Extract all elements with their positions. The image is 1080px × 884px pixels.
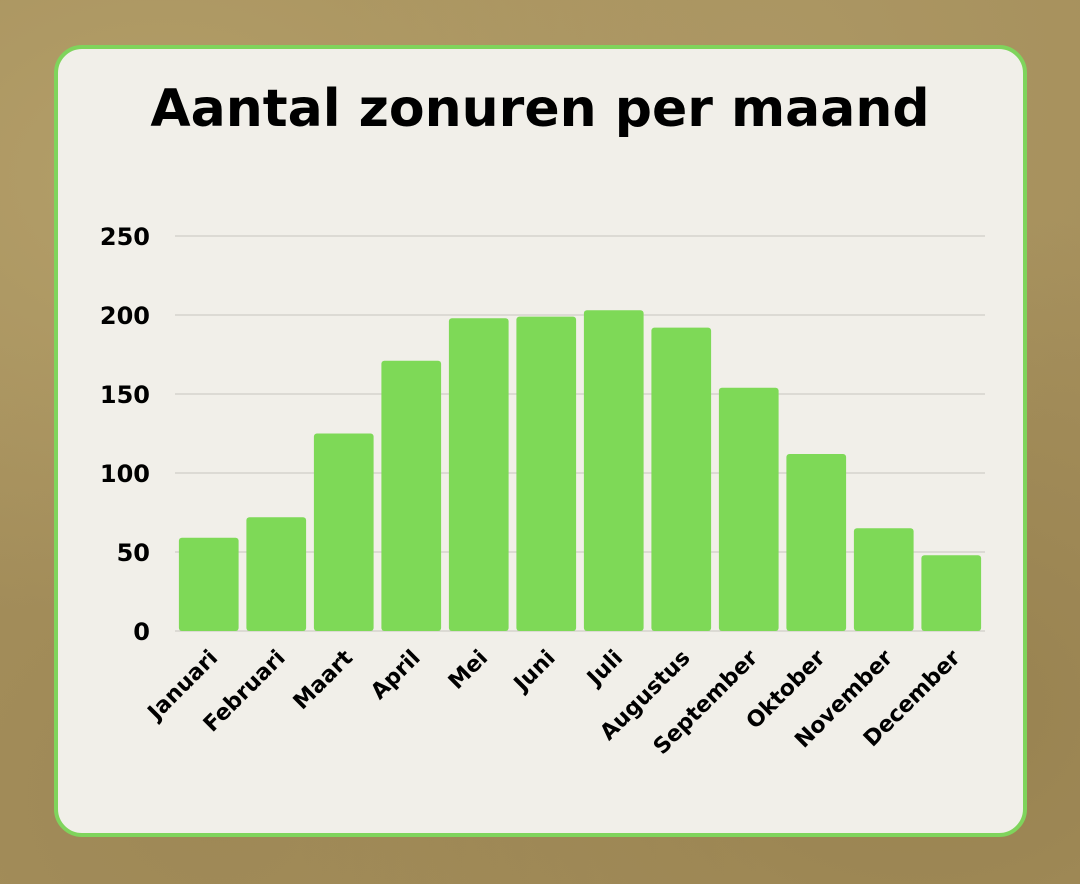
bar-mei [448,318,509,631]
bar-juli [583,310,644,631]
x-tick-label: Juni [508,646,560,698]
chart-title: Aantal zonuren per maand [150,79,930,139]
bar-februari [246,517,307,631]
bars [178,310,982,631]
y-tick-label: 150 [100,381,150,409]
bar-juni [516,316,577,631]
bar-augustus [651,327,712,631]
bar-september [718,387,779,631]
gridlines [175,235,985,632]
bar-november [853,528,914,631]
x-tick-label: Maart [289,645,359,715]
bar-december [921,555,982,631]
y-tick-label: 250 [100,223,150,251]
y-tick-label: 200 [100,302,150,330]
y-tick-label: 0 [133,618,150,646]
bar-januari [178,537,239,631]
bar-maart [313,433,374,631]
x-tick-label: Mei [444,646,493,695]
y-axis-ticks: 0 50 100 150 200 250 [100,223,150,646]
x-tick-label: Juli [581,646,628,693]
x-tick-label: April [366,646,425,705]
bar-oktober [786,454,847,631]
y-tick-label: 100 [100,460,150,488]
y-tick-label: 50 [117,539,150,567]
bar-april [381,360,442,631]
